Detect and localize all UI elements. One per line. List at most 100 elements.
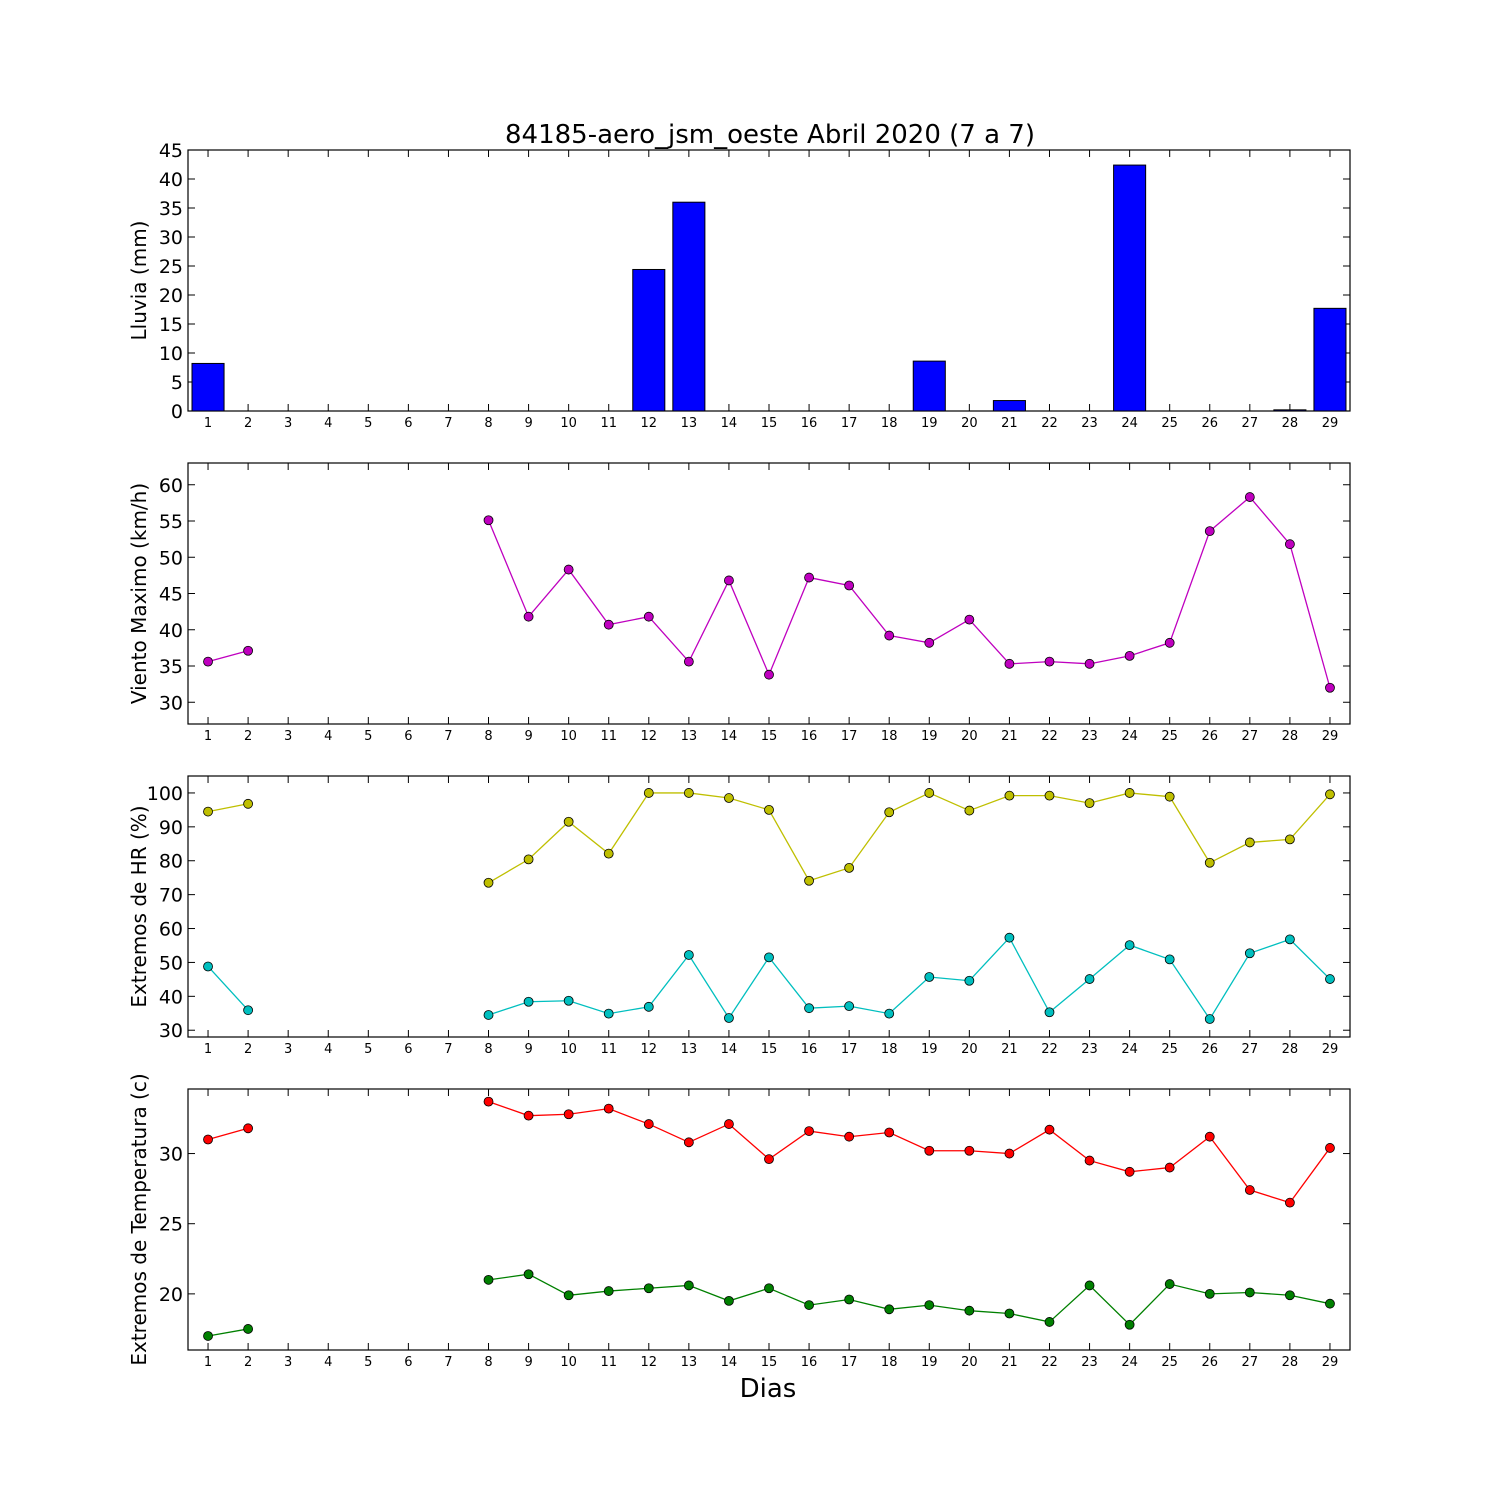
x-tick-label: 10 [560, 1042, 577, 1057]
series-1-point [683, 788, 694, 798]
series-1-point [1124, 788, 1135, 798]
series-2-point [483, 1274, 494, 1285]
series-1-line [207, 650, 249, 663]
x-tick-label: 16 [801, 416, 818, 431]
x-tick-label: 5 [364, 729, 372, 744]
series-1-point [724, 1119, 734, 1129]
x-tick-label: 12 [641, 729, 658, 744]
x-tick-label: 2 [244, 729, 252, 744]
series-1-point [884, 630, 895, 641]
series-1-point [643, 611, 654, 622]
series-1-point [964, 805, 975, 816]
series-1-point [804, 572, 814, 583]
series-2-point [1044, 1317, 1055, 1327]
x-tick-label: 29 [1322, 416, 1339, 431]
x-tick-label: 21 [1001, 729, 1018, 744]
x-tick-label: 23 [1081, 729, 1098, 744]
y-tick-label: 5 [171, 372, 183, 394]
y-axis-label: Viento Maximo (km/h) [127, 483, 151, 704]
x-tick-label: 7 [444, 416, 452, 431]
series-1-point [603, 619, 614, 630]
x-tick-label: 19 [921, 1042, 938, 1057]
x-tick-label: 14 [721, 729, 738, 744]
y-tick-label: 45 [159, 140, 183, 162]
x-tick-label: 14 [721, 416, 738, 431]
series-1-point [884, 1127, 895, 1138]
x-tick-label: 28 [1282, 1355, 1299, 1370]
series-2-point [523, 1269, 534, 1280]
x-tick-label: 22 [1041, 1042, 1058, 1057]
x-tick-label: 24 [1121, 729, 1138, 744]
series-1-point [523, 854, 534, 865]
x-tick-label: 28 [1282, 729, 1299, 744]
series-1-point [724, 793, 734, 803]
y-tick-label: 30 [159, 1144, 183, 1166]
series-1-point [563, 564, 574, 575]
x-tick-label: 20 [961, 416, 978, 431]
y-tick-label: 25 [159, 1214, 183, 1236]
bar [672, 201, 706, 412]
series-1-point [1204, 1131, 1215, 1142]
x-tick-label: 8 [484, 1042, 492, 1057]
chart-title: 84185-aero_jsm_oeste Abril 2020 (7 a 7) [505, 120, 1035, 150]
series-1-point [643, 788, 654, 798]
series-1-point [523, 611, 534, 622]
x-tick-label: 18 [881, 729, 898, 744]
series-1-point [1164, 637, 1175, 648]
x-tick-label: 16 [801, 729, 818, 744]
series-2-point [243, 1005, 254, 1016]
series-2-line [488, 1273, 1331, 1326]
y-tick-label: 20 [159, 1284, 183, 1306]
x-tick-label: 6 [404, 1355, 412, 1370]
series-1-point [844, 1131, 855, 1142]
series-2-point [884, 1304, 895, 1315]
series-2-point [683, 1280, 694, 1291]
series-2-point [1124, 1319, 1135, 1330]
y-tick-label: 60 [159, 475, 183, 497]
series-2-point [483, 1010, 494, 1020]
x-tick-label: 27 [1242, 416, 1259, 431]
series-1-line [207, 803, 249, 813]
series-1-point [203, 656, 213, 667]
x-tick-label: 10 [560, 1355, 577, 1370]
series-1-point [1284, 834, 1295, 845]
series-1-point [1204, 857, 1215, 868]
series-1-point [523, 1110, 534, 1121]
x-tick-label: 10 [560, 729, 577, 744]
y-tick-label: 90 [159, 817, 183, 839]
series-2-point [1124, 940, 1135, 951]
series-1-point [724, 575, 734, 586]
series-1-point [1044, 656, 1055, 667]
bar [1113, 164, 1147, 412]
x-tick-label: 12 [641, 1355, 658, 1370]
x-tick-label: 17 [841, 1042, 858, 1057]
x-tick-label: 13 [681, 729, 698, 744]
bar [1313, 307, 1347, 412]
x-tick-label: 15 [761, 1042, 778, 1057]
x-tick-label: 27 [1242, 1042, 1259, 1057]
x-tick-label: 2 [244, 416, 252, 431]
series-1-point [1124, 650, 1135, 661]
series-1-point [1284, 1197, 1295, 1208]
series-1-point [964, 1145, 975, 1156]
x-tick-label: 11 [600, 729, 617, 744]
x-tick-label: 1 [204, 1042, 212, 1057]
x-tick-label: 26 [1201, 416, 1218, 431]
series-1-line [487, 496, 1331, 688]
x-tick-label: 8 [484, 1355, 492, 1370]
x-tick-label: 25 [1161, 1355, 1178, 1370]
x-tick-label: 3 [284, 1355, 292, 1370]
series-2-line [207, 966, 249, 1011]
series-1-point [844, 580, 855, 591]
series-2-point [203, 1331, 213, 1341]
x-tick-label: 17 [841, 729, 858, 744]
x-tick-label: 29 [1322, 1355, 1339, 1370]
x-tick-label: 19 [921, 729, 938, 744]
series-1-point [1004, 1148, 1015, 1159]
x-tick-label: 16 [801, 1042, 818, 1057]
y-axis-label: Lluvia (mm) [127, 221, 151, 341]
y-tick-label: 40 [159, 620, 183, 642]
